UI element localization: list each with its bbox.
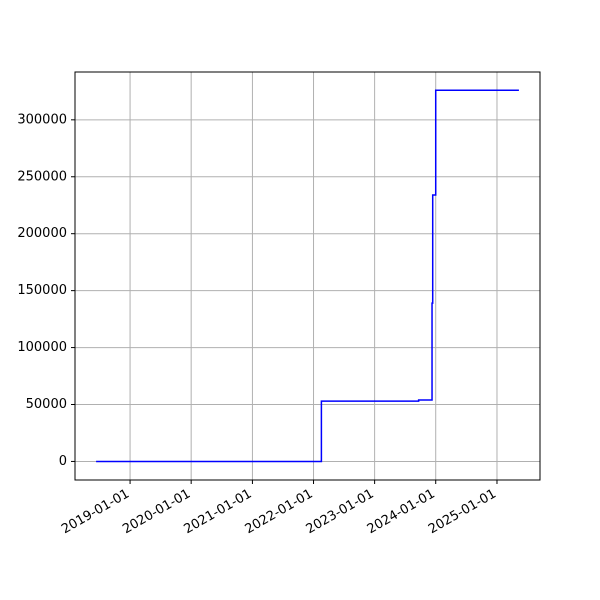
y-tick-label: 150000 <box>17 283 67 298</box>
x-tick-label: 2022-01-01 <box>243 486 316 537</box>
y-tick-label: 300000 <box>17 112 67 127</box>
y-tick-label: 100000 <box>17 340 67 355</box>
y-tick-label: 50000 <box>26 397 67 412</box>
x-tick-label: 2023-01-01 <box>304 486 377 537</box>
x-tick-label: 2024-01-01 <box>365 486 438 537</box>
x-tick-label: 2025-01-01 <box>426 486 499 537</box>
x-tick-label: 2021-01-01 <box>181 486 254 537</box>
x-tick-label: 2020-01-01 <box>120 486 193 537</box>
y-tick-label: 250000 <box>17 169 67 184</box>
x-tick-label: 2019-01-01 <box>59 486 132 537</box>
data-line <box>96 89 519 463</box>
y-tick-label: 0 <box>59 454 67 469</box>
y-tick-label: 200000 <box>17 226 67 241</box>
plot-frame <box>74 71 541 481</box>
